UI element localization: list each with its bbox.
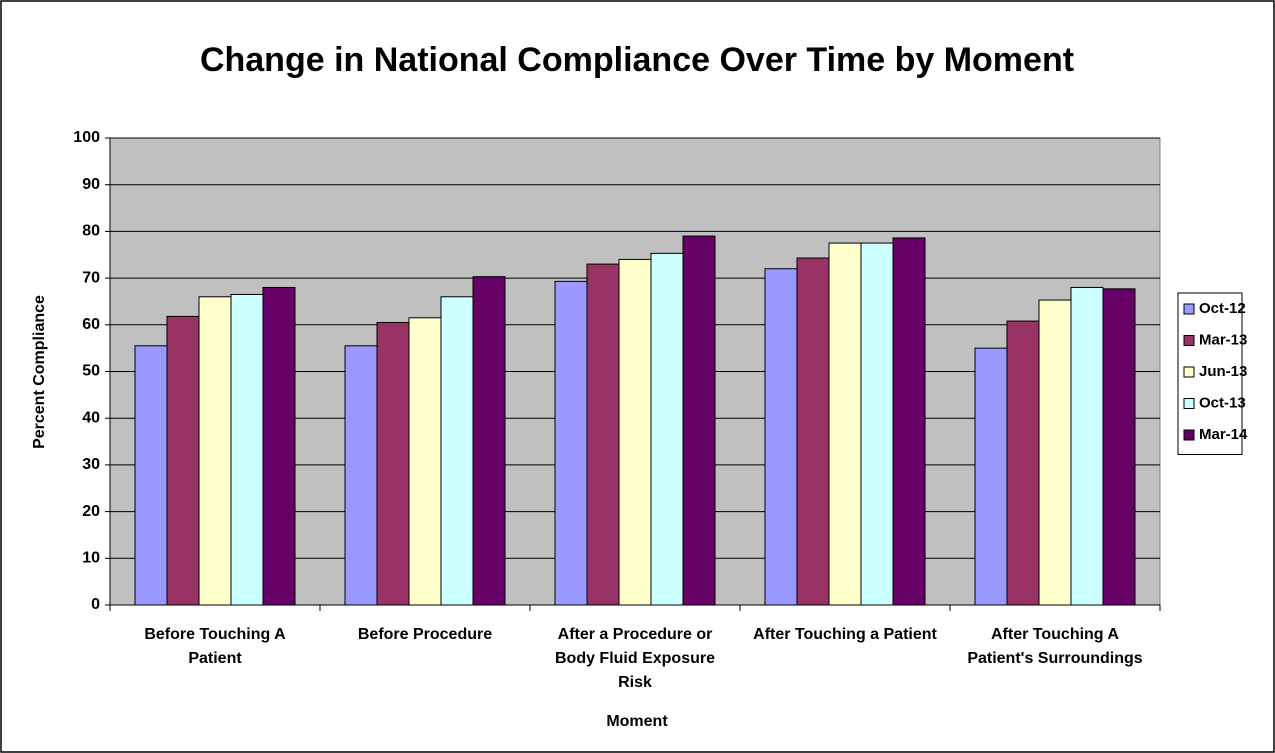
bar	[1070, 286, 1104, 606]
x-tick-label: After a Procedure or Body Fluid Exposure…	[554, 626, 715, 691]
bar	[682, 235, 716, 606]
bar	[892, 237, 926, 606]
legend-label: Mar-13	[1199, 331, 1247, 348]
bar	[1102, 288, 1136, 606]
y-tick-label: 100	[73, 129, 100, 146]
bar	[408, 317, 442, 606]
legend-swatch	[1183, 398, 1195, 409]
bar	[166, 315, 200, 606]
bar	[828, 242, 862, 606]
y-axis-title: Percent Compliance	[31, 295, 48, 449]
bar	[974, 347, 1008, 606]
legend-swatch	[1183, 335, 1195, 346]
chart-title: Change in National Compliance Over Time …	[200, 41, 1074, 79]
y-tick-label: 70	[82, 269, 100, 286]
bar	[796, 257, 830, 606]
x-tick-label: After Touching a Patient	[753, 626, 937, 643]
y-tick-label: 80	[82, 223, 100, 240]
bar	[618, 258, 652, 606]
bar	[262, 286, 296, 606]
bar	[344, 345, 378, 606]
x-tick-label: Before Touching A Patient	[144, 626, 286, 667]
bar	[650, 252, 684, 606]
bar	[1006, 320, 1040, 606]
y-tick-label: 60	[82, 316, 100, 333]
bar	[198, 296, 232, 606]
bar	[230, 293, 264, 606]
y-tick-label: 90	[82, 176, 100, 193]
bar	[554, 280, 588, 606]
legend-label: Mar-14	[1199, 426, 1248, 443]
legend-swatch	[1183, 303, 1195, 315]
y-tick-label: 20	[82, 503, 100, 520]
y-tick-label: 0	[91, 596, 100, 613]
bar	[1038, 299, 1072, 606]
x-axis-title: Moment	[606, 713, 668, 730]
legend-swatch	[1183, 366, 1195, 378]
bar	[860, 242, 894, 606]
bar	[134, 345, 168, 606]
bar	[376, 321, 410, 606]
bar	[472, 276, 506, 606]
legend-label: Oct-13	[1199, 394, 1246, 411]
bar	[586, 263, 620, 606]
x-tick-label: After Touching A Patient's Surroundings	[967, 626, 1143, 667]
bar	[764, 268, 798, 606]
y-tick-label: 50	[82, 363, 100, 380]
y-tick-label: 40	[82, 409, 100, 426]
x-tick-label: Before Procedure	[357, 626, 493, 643]
legend-swatch	[1183, 429, 1195, 441]
bar	[440, 296, 474, 606]
y-tick-label: 10	[82, 550, 100, 567]
legend-label: Oct-12	[1199, 300, 1246, 317]
legend-label: Jun-13	[1199, 363, 1247, 380]
y-tick-label: 30	[82, 456, 100, 473]
